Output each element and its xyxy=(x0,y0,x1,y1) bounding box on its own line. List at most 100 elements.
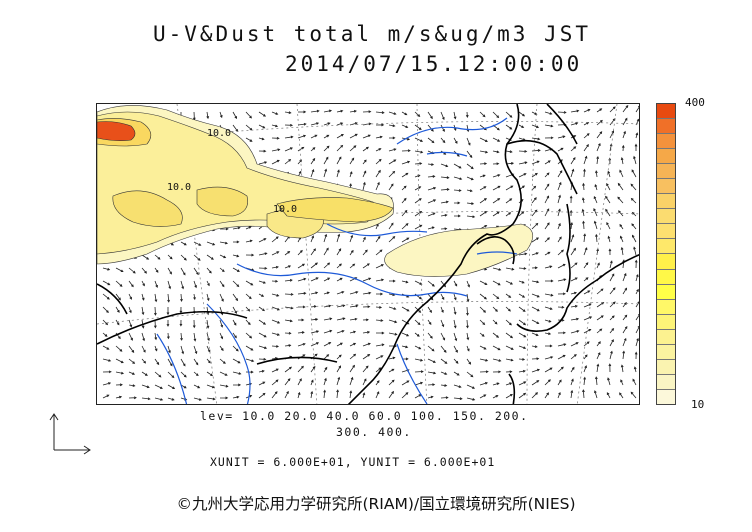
wind-vector xyxy=(271,391,278,399)
wind-vector xyxy=(466,345,470,352)
wind-vector xyxy=(141,397,151,401)
wind-vector xyxy=(245,137,253,142)
wind-vector xyxy=(570,122,579,126)
wind-vector xyxy=(154,267,159,273)
wind-vector xyxy=(557,249,564,256)
wind-vector xyxy=(466,163,474,170)
wind-vector xyxy=(570,378,574,386)
color-scale-segment xyxy=(657,119,675,135)
wind-vector xyxy=(180,267,186,276)
wind-vector xyxy=(271,251,280,256)
wind-vector xyxy=(193,358,199,366)
wind-vector xyxy=(531,392,538,399)
wind-vector xyxy=(609,339,614,347)
wind-vector xyxy=(544,111,553,115)
wind-vector xyxy=(179,306,183,314)
wind-vector xyxy=(336,342,343,347)
wind-vector xyxy=(323,342,332,347)
wind-vector xyxy=(271,279,279,283)
wind-vector xyxy=(492,267,502,271)
wind-vector xyxy=(323,233,328,243)
wind-vector xyxy=(167,267,172,275)
wind-vector xyxy=(505,382,513,386)
wind-vector xyxy=(375,343,385,347)
wind-vector xyxy=(258,381,266,386)
wind-vector xyxy=(492,306,498,312)
wind-vector xyxy=(466,176,474,181)
wind-vector xyxy=(531,172,538,178)
color-scale-segment xyxy=(657,179,675,195)
wind-vector xyxy=(376,292,384,296)
wind-vector xyxy=(414,224,423,230)
wind-vector xyxy=(479,280,488,285)
wind-vector xyxy=(609,327,615,334)
wind-vector xyxy=(284,265,292,269)
wind-vector xyxy=(258,392,266,399)
wind-vector xyxy=(310,235,314,243)
wind-vector xyxy=(336,354,342,360)
wind-vector xyxy=(284,390,289,399)
wind-vector xyxy=(180,241,187,246)
wind-vector xyxy=(620,379,624,386)
wind-vector xyxy=(531,293,540,298)
wind-vector xyxy=(607,235,611,243)
wind-vector xyxy=(440,384,448,387)
wind-vector xyxy=(557,194,561,204)
wind-vector xyxy=(620,364,624,373)
color-scale-segment xyxy=(657,194,675,210)
wind-vector xyxy=(245,332,253,339)
wind-vector xyxy=(492,111,500,119)
wind-vector xyxy=(557,292,566,296)
wind-vector xyxy=(595,233,598,243)
wind-vector xyxy=(531,357,540,361)
wind-vector xyxy=(375,123,385,127)
wind-vector xyxy=(258,357,267,361)
wind-vector xyxy=(518,161,528,165)
wind-vector xyxy=(479,211,488,217)
wind-vector xyxy=(414,280,423,285)
color-scale-max-label: 400 xyxy=(685,96,705,109)
wind-vector xyxy=(453,332,458,342)
wind-vector xyxy=(362,110,372,114)
wind-vector xyxy=(310,157,316,165)
wind-vector xyxy=(414,137,424,142)
wind-vector xyxy=(336,233,341,243)
wind-vector xyxy=(609,315,615,321)
wind-vector xyxy=(349,157,355,165)
wind-vector xyxy=(232,395,240,399)
wind-vector xyxy=(427,319,432,325)
color-scale-segment xyxy=(657,284,675,300)
wind-vector xyxy=(583,144,589,152)
color-scale-segment xyxy=(657,374,675,390)
wind-vector xyxy=(375,249,383,256)
wind-vector xyxy=(388,236,396,243)
wind-vector xyxy=(362,134,371,139)
wind-vector xyxy=(297,343,306,347)
contour-label: 10.0 xyxy=(167,182,191,193)
wind-vector xyxy=(180,293,183,302)
wind-vector xyxy=(531,185,537,191)
wind-vector xyxy=(544,306,553,310)
wind-vector xyxy=(505,319,512,326)
color-scale-segment xyxy=(657,314,675,330)
units-line: XUNIT = 6.000E+01, YUNIT = 6.000E+01 xyxy=(210,455,496,469)
wind-vector xyxy=(414,150,424,154)
wind-vector xyxy=(607,377,611,386)
wind-vector xyxy=(128,319,133,328)
wind-vector xyxy=(622,104,629,113)
wind-vector xyxy=(388,124,396,128)
wind-vector xyxy=(154,358,160,366)
wind-vector xyxy=(388,111,397,115)
wind-vector xyxy=(544,379,551,386)
color-scale-segment xyxy=(657,239,675,255)
wind-vector xyxy=(453,397,463,401)
wind-vector xyxy=(427,137,435,144)
wind-vector xyxy=(297,391,301,399)
wind-vector xyxy=(154,384,163,389)
wind-vector xyxy=(505,370,513,374)
wind-vector xyxy=(245,293,252,300)
map-title: U-V&Dust total m/s&ug/m3 JST xyxy=(152,22,591,46)
wind-vector xyxy=(362,318,369,322)
wind-vector xyxy=(427,186,437,191)
wind-vector xyxy=(453,358,459,364)
